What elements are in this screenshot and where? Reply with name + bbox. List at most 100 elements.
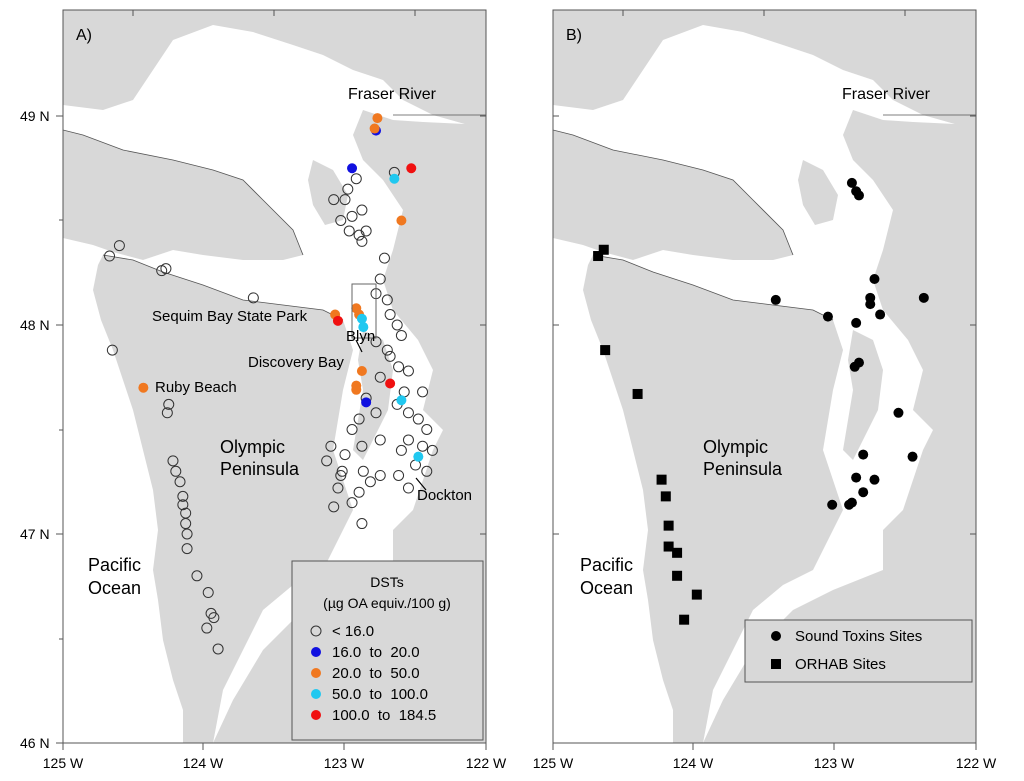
site-marker-below-16 [180, 518, 192, 530]
lon-label-125-b: 125 W [533, 755, 574, 771]
orhab-site-marker [600, 345, 611, 356]
site-marker-below-16 [339, 449, 351, 461]
label-fraser-river-a: Fraser River [348, 86, 437, 103]
site-marker-below-16 [402, 482, 414, 494]
legend-a-marker [311, 689, 321, 699]
lat-label-49: 49 N [20, 108, 50, 124]
kitsap-land-a [353, 330, 393, 460]
site-marker-below-16 [177, 499, 189, 511]
label-olympic-a: Olympic [220, 437, 285, 457]
site-marker-below-16 [325, 440, 337, 452]
lat-label-46: 46 N [20, 735, 50, 751]
panel-a-map: 49 N 48 N 47 N 46 N 125 W 124 W 123 W 12… [20, 9, 507, 771]
legend-a-subtitle: (µg OA equiv./100 g) [323, 595, 451, 611]
lon-label-123: 123 W [324, 755, 365, 771]
site-marker-below-16 [370, 407, 382, 419]
sound-toxins-site-marker [853, 190, 864, 201]
site-marker-below-16 [328, 501, 340, 513]
site-marker-below-16 [106, 344, 118, 356]
lon-label-124: 124 W [183, 755, 224, 771]
lon-label-124-b: 124 W [673, 755, 714, 771]
legend-b-sound-toxins: Sound Toxins Sites [795, 628, 922, 645]
site-marker-below-16 [384, 350, 396, 362]
lon-label-122: 122 W [466, 755, 507, 771]
site-marker-below-16 [417, 386, 429, 398]
site-marker-below-16 [364, 476, 376, 488]
orhab-site-marker [660, 491, 671, 502]
site-marker-below-16 [374, 273, 386, 285]
site-marker-below-16 [402, 365, 414, 377]
sound-toxins-site-marker [918, 292, 929, 303]
label-discovery-bay: Discovery Bay [248, 354, 344, 371]
site-marker-below-16 [335, 469, 347, 481]
dockton-arrow [415, 477, 427, 491]
legend-a-label: < 16.0 [332, 623, 374, 640]
site-marker-100-184 [385, 378, 396, 389]
orhab-site-marker [632, 388, 643, 399]
legend-a-title: DSTs [370, 574, 403, 590]
site-marker-below-16 [395, 444, 407, 456]
site-marker-below-16 [384, 309, 396, 321]
site-marker-below-16 [208, 612, 220, 624]
label-peninsula-b: Peninsula [703, 459, 783, 479]
label-ocean-b: Ocean [580, 578, 633, 598]
label-ocean-a: Ocean [88, 578, 141, 598]
land-east-b [843, 110, 976, 743]
site-marker-below-16 [170, 465, 182, 477]
label-sequim-bay: Sequim Bay State Park [152, 308, 308, 325]
legend-a-label: 20.0 to 50.0 [332, 665, 420, 682]
lon-label-122-b: 122 W [956, 755, 997, 771]
orhab-site-marker [663, 541, 674, 552]
site-marker-below-16 [191, 570, 203, 582]
sound-toxins-site-marker [858, 449, 869, 460]
site-marker-below-16 [156, 265, 168, 277]
sound-toxins-site-marker [849, 361, 860, 372]
land-north-b [553, 10, 976, 130]
legend-b-square-marker [771, 659, 781, 669]
site-marker-below-16 [357, 465, 369, 477]
site-marker-20-50 [138, 382, 149, 393]
site-marker-below-16 [381, 294, 393, 306]
site-marker-below-16 [381, 344, 393, 356]
site-marker-below-16 [391, 319, 403, 331]
legend-a-marker [311, 710, 321, 720]
site-marker-50-100 [396, 395, 407, 406]
site-marker-50-100 [356, 313, 367, 324]
site-marker-50-100 [413, 451, 424, 462]
site-marker-below-16 [201, 622, 213, 634]
legend-b: Sound Toxins Sites ORHAB Sites [744, 619, 973, 683]
orhab-site-marker [679, 614, 690, 625]
site-marker-below-16 [163, 398, 175, 410]
sound-toxins-site-marker [851, 317, 862, 328]
site-marker-below-16 [181, 543, 193, 555]
site-marker-below-16 [378, 252, 390, 264]
san-juan-land-b [798, 160, 838, 225]
site-marker-below-16 [350, 173, 362, 185]
orhab-site-marker [593, 251, 604, 262]
vancouver-island-b [553, 130, 793, 260]
orhab-site-marker [598, 244, 609, 255]
site-marker-below-16 [343, 225, 355, 237]
blyn-arrow [355, 339, 363, 353]
site-marker-below-16 [212, 643, 224, 655]
site-marker-20-50 [351, 380, 362, 391]
site-marker-50-100 [358, 322, 369, 333]
label-pacific-a: Pacific [88, 555, 141, 575]
blyn-inset-box [351, 283, 377, 339]
legend-a-marker [311, 647, 321, 657]
sound-toxins-site-marker [875, 309, 886, 320]
site-marker-below-16 [421, 465, 433, 477]
site-marker-below-16 [328, 194, 340, 206]
sound-toxins-site-marker [846, 177, 857, 188]
site-marker-below-16 [104, 250, 116, 262]
sound-toxins-site-marker [844, 499, 855, 510]
label-fraser-river-b: Fraser River [842, 86, 931, 103]
site-marker-50-100 [389, 173, 400, 184]
site-marker-below-16 [421, 424, 433, 435]
site-marker-below-16 [346, 497, 358, 509]
sound-toxins-site-marker [869, 474, 880, 485]
site-marker-20-50 [396, 215, 407, 226]
site-marker-below-16 [374, 434, 386, 446]
site-marker-below-16 [393, 361, 405, 373]
